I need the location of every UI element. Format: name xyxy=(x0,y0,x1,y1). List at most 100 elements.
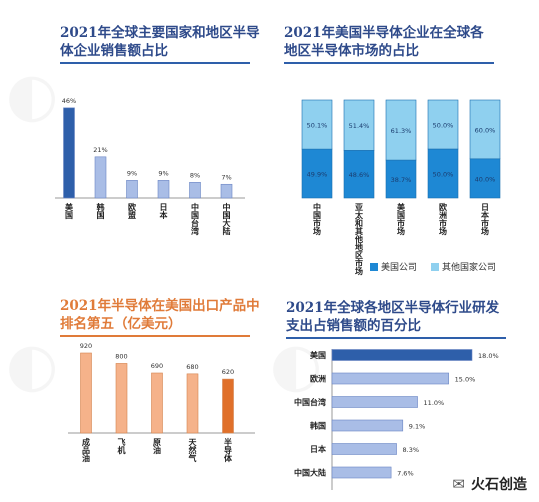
bar xyxy=(63,107,75,199)
tick-label: 天然气 xyxy=(188,438,198,463)
tick-label: 中国市场 xyxy=(313,202,321,236)
data-label: 21% xyxy=(93,146,107,154)
tick-label: 飞机 xyxy=(118,438,126,455)
data-label: 50.0% xyxy=(433,171,454,179)
chart-title: 2021年全球各地区半导体行业研发支出占销售额的百分比 xyxy=(286,300,500,334)
tick-label: 日本 xyxy=(310,444,326,454)
data-label: 49.9% xyxy=(307,171,328,179)
data-label: 40.0% xyxy=(475,175,496,183)
watermark-icon: ◐ xyxy=(6,330,59,400)
chart-panel-us-exports: 2021年半导体在美国出口产品中排名第五（亿美元） 920 成品油 800 飞机 690… xyxy=(0,285,270,502)
tick-label: 半导体 xyxy=(224,437,233,463)
data-label: 61.3% xyxy=(391,127,412,135)
bar-segment xyxy=(301,148,333,199)
legend-item: 美国公司 xyxy=(370,260,417,273)
legend-label: 其他国家公司 xyxy=(442,263,497,273)
tick-label: 中国台湾 xyxy=(294,397,326,407)
data-label: 680 xyxy=(186,363,198,371)
wechat-icon: ✉ xyxy=(452,475,465,493)
legend-item: 其他国家公司 xyxy=(431,260,496,273)
data-label: 620 xyxy=(222,368,234,376)
title-rule xyxy=(286,337,506,339)
bar xyxy=(331,443,397,455)
chart-title: 2021年半导体在美国出口产品中排名第五（亿美元） xyxy=(60,298,260,332)
bar xyxy=(331,466,392,479)
bar-segment xyxy=(427,99,459,150)
tick-label: 韩国 xyxy=(310,421,326,431)
bar-segment xyxy=(343,99,375,151)
legend-swatch xyxy=(431,262,440,271)
chart-title: 2021年全球主要国家和地区半导体企业销售额占比 xyxy=(60,25,260,59)
bar xyxy=(331,419,404,432)
bar-segment xyxy=(301,99,333,150)
legend: 美国公司 其他国家公司 xyxy=(370,260,496,273)
chart-panel-rd-spending: 2021年全球各地区半导体行业研发支出占销售额的百分比 美国 18.0% 欧洲 15.… xyxy=(270,285,539,502)
chart-panel-us-market-share: 2021年美国半导体企业在全球各地区半导体市场的占比 49.9% 50.1% 中国市… xyxy=(270,0,539,285)
bar xyxy=(331,396,418,408)
bar xyxy=(186,373,199,434)
bar-segment xyxy=(385,99,417,161)
chart-title: 2021年美国半导体企业在全球各地区半导体市场的占比 xyxy=(284,25,484,59)
tick-label: 韩国 xyxy=(97,202,105,220)
bar xyxy=(331,349,473,361)
bar xyxy=(220,183,233,199)
data-label: 8.3% xyxy=(403,446,420,454)
sales-share-bar-chart: 46% 美国 21% 韩国 9% 欧盟 9% 日本 8% 中国台湾 7% 中国大陆 xyxy=(55,97,245,236)
watermark-icon: ◐ xyxy=(6,60,59,130)
tick-label: 中国大陆 xyxy=(223,202,231,236)
title-rule xyxy=(60,335,250,337)
data-label: 50.0% xyxy=(433,122,454,130)
bar-segment xyxy=(469,99,501,160)
bar xyxy=(80,352,92,434)
chart-panel-sales-share: 2021年全球主要国家和地区半导体企业销售额占比 46% 美国 21% 韩国 9% 欧盟 9… xyxy=(0,0,270,250)
data-label: 51.4% xyxy=(349,122,370,130)
tick-label: 欧洲 xyxy=(310,374,326,384)
data-label: 9.1% xyxy=(409,423,426,431)
brand-name: 火石创造 xyxy=(471,477,527,493)
data-label: 38.7% xyxy=(391,176,412,184)
title-rule xyxy=(284,62,494,64)
tick-label: 美国市场 xyxy=(397,202,406,236)
data-label: 18.0% xyxy=(478,352,499,360)
tick-label: 日本市场 xyxy=(480,203,489,236)
bar-segment xyxy=(469,158,501,199)
tick-label: 中国台湾 xyxy=(191,202,199,236)
bar xyxy=(115,363,128,434)
tick-label: 欧洲市场 xyxy=(439,202,447,236)
tick-label: 日本 xyxy=(159,203,168,220)
data-label: 9% xyxy=(127,169,137,177)
bar-segment xyxy=(343,150,375,199)
legend-swatch xyxy=(370,262,378,271)
bar xyxy=(126,180,138,199)
data-label: 11.0% xyxy=(424,399,445,407)
data-label: 800 xyxy=(115,352,127,360)
title-rule xyxy=(60,62,250,64)
bar-segment xyxy=(427,148,459,199)
data-label: 7.6% xyxy=(397,470,414,478)
bar xyxy=(94,156,107,199)
watermark-icon: ◐ xyxy=(270,330,323,400)
data-label: 48.6% xyxy=(349,171,370,179)
legend-label: 美国公司 xyxy=(381,263,418,273)
tick-label: 中国大陆 xyxy=(294,468,326,478)
us-market-share-stacked-chart: 49.9% 50.1% 中国市场 48.6% 51.4% 亚太和其他地区市场 38.7% 61… xyxy=(301,99,501,276)
bar xyxy=(189,182,201,199)
data-label: 690 xyxy=(151,362,163,370)
data-label: 60.0% xyxy=(475,126,496,134)
data-label: 46% xyxy=(62,97,76,105)
rd-spending-hbar-chart: 美国 18.0% 欧洲 15.0% 中国台湾 11.0% 韩国 9.1% 日本 8.3% 中国大陆 7… xyxy=(294,349,499,490)
bar xyxy=(222,378,234,434)
bar xyxy=(151,372,163,434)
data-label: 7% xyxy=(221,173,231,181)
tick-label: 美国 xyxy=(310,350,326,360)
data-label: 15.0% xyxy=(455,376,476,384)
tick-label: 原油 xyxy=(153,438,161,455)
tick-label: 成品油 xyxy=(82,437,90,463)
data-label: 8% xyxy=(190,171,200,179)
bar xyxy=(157,180,170,199)
data-label: 920 xyxy=(80,342,92,350)
bar xyxy=(331,372,449,385)
tick-label: 亚太和其他地区市场 xyxy=(354,203,364,276)
data-label: 9% xyxy=(158,169,168,177)
data-label: 50.1% xyxy=(307,122,328,130)
